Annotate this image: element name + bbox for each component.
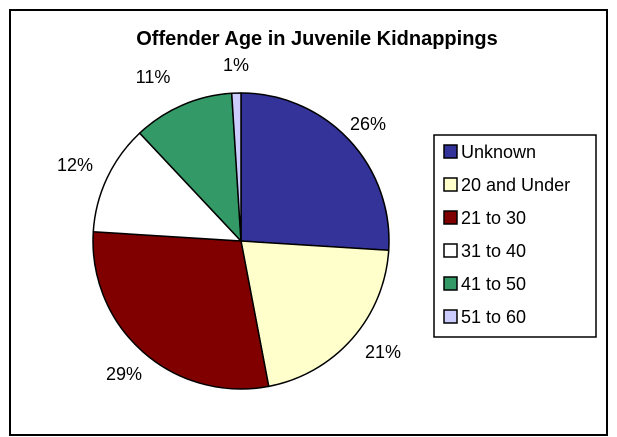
legend-swatch [443, 210, 458, 225]
percentage-labels: 26% 21% 29% 12% 11% 1% [57, 55, 401, 384]
pie-slice-unknown [240, 92, 390, 252]
legend-swatch [443, 177, 458, 192]
slice-label-51-to-60: 1% [223, 55, 249, 75]
slice-label-unknown: 26% [350, 114, 386, 134]
pie-slice-51-to-60 [230, 92, 242, 242]
legend-swatch [443, 144, 458, 159]
pie-slice-21-to-30 [92, 230, 270, 390]
pie-slice-41-to-50 [138, 92, 242, 244]
slice-label-21-to-30: 29% [106, 364, 142, 384]
legend-label: 51 to 60 [461, 307, 526, 327]
legend: Unknown 20 and Under 21 to 30 31 to 40 41 to… [443, 142, 570, 327]
legend-label: Unknown [461, 142, 536, 162]
legend-label: 31 to 40 [461, 241, 526, 261]
slice-label-31-to-40: 12% [57, 155, 93, 175]
legend-swatch [443, 243, 458, 258]
pie-slice-31-to-40 [92, 132, 243, 242]
legend-label: 21 to 30 [461, 208, 526, 228]
pie-slice-20-and-under [240, 240, 390, 388]
pie-slices [92, 92, 390, 390]
legend-label: 20 and Under [461, 175, 570, 195]
chart-title: Offender Age in Juvenile Kidnappings [136, 28, 498, 50]
legend-swatch [443, 309, 458, 324]
legend-swatch [443, 276, 458, 291]
legend-label: 41 to 50 [461, 274, 526, 294]
slice-label-41-to-50: 11% [136, 67, 171, 87]
slice-label-20-and-under: 21% [365, 342, 401, 362]
legend-box [433, 134, 597, 338]
